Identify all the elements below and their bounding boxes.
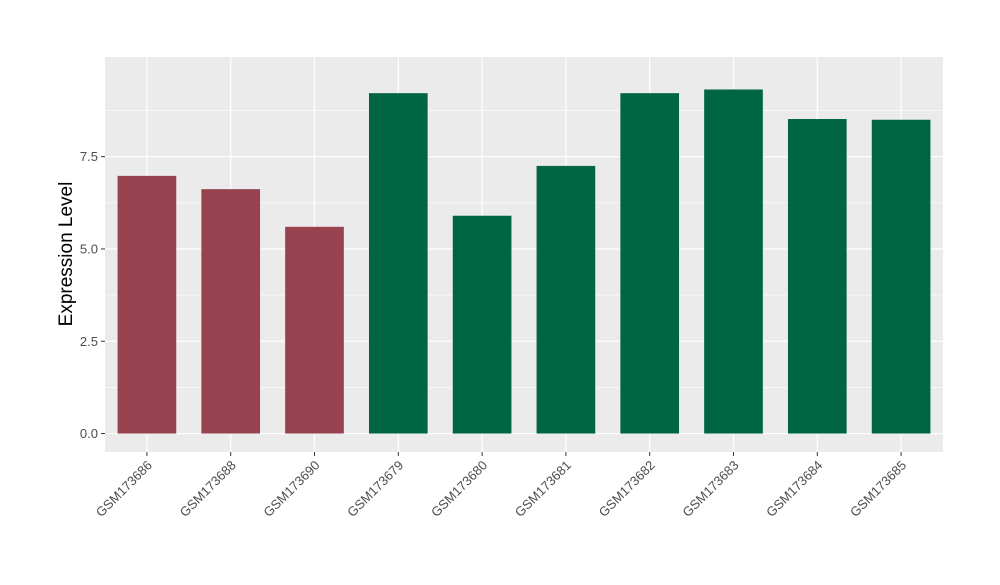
bar-GSM173690 [285, 226, 344, 434]
bar-GSM173682 [620, 93, 680, 434]
x-axis: GSM173686 GSM173688 GSM173690 GSM173679 GSM1… [93, 452, 909, 520]
bar-GSM173679 [368, 93, 428, 434]
bar-GSM173684 [787, 119, 847, 434]
x-tick-label: GSM173688 [177, 458, 239, 520]
x-tick-label: GSM173684 [763, 458, 825, 520]
x-tick-label: GSM173681 [512, 458, 574, 520]
y-tick-label: 2.5 [80, 334, 98, 349]
x-tick-label: GSM173680 [428, 458, 490, 520]
x-tick-label: GSM173686 [93, 458, 155, 520]
bar-GSM173681 [536, 165, 596, 434]
x-tick-label: GSM173685 [847, 458, 909, 520]
bar-GSM173688 [201, 189, 261, 434]
y-axis: 0.0 2.5 5.0 7.5 [80, 149, 105, 441]
y-axis-label: Expression Level [56, 182, 77, 327]
y-tick-label: 7.5 [80, 149, 98, 164]
x-tick-label: GSM173683 [679, 458, 741, 520]
bars-layer [117, 89, 931, 434]
bar-GSM173683 [704, 89, 763, 434]
x-tick-label: GSM173682 [596, 458, 658, 520]
x-tick-label: GSM173679 [344, 458, 406, 520]
bar-GSM173685 [871, 119, 931, 434]
y-tick-label: 5.0 [80, 241, 98, 256]
bar-GSM173686 [117, 175, 177, 434]
x-tick-label: GSM173690 [260, 458, 322, 520]
y-tick-label: 0.0 [80, 426, 98, 441]
bar-GSM173680 [452, 215, 512, 434]
